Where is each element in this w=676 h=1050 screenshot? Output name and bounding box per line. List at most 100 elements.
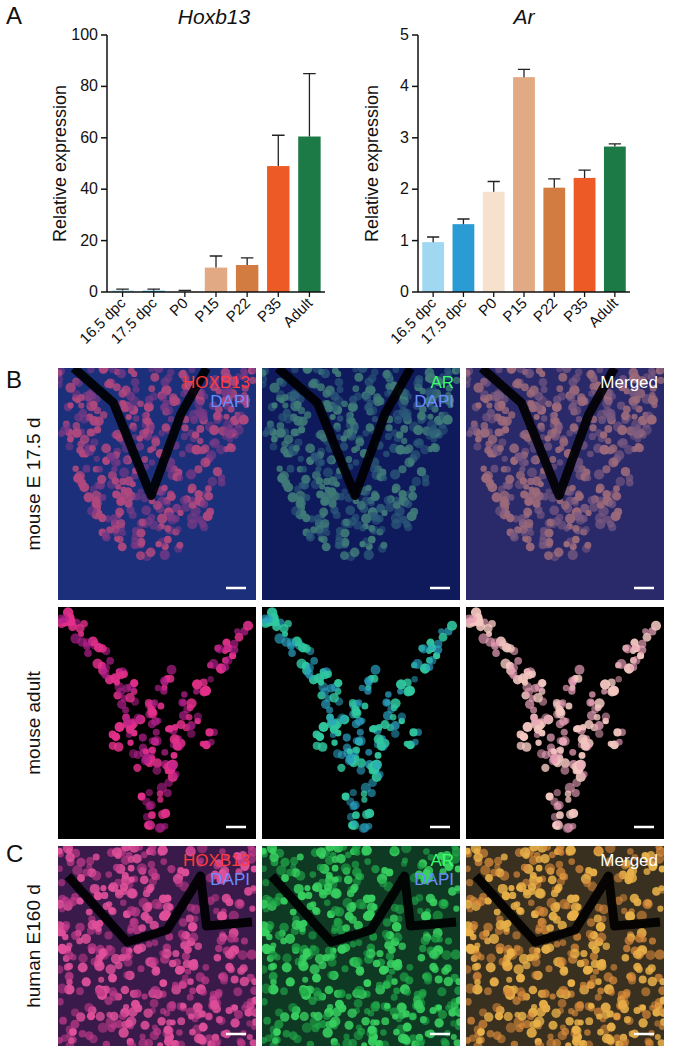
nucleus <box>391 721 400 730</box>
nucleus <box>506 514 514 522</box>
nucleus <box>447 621 457 631</box>
nucleus <box>573 726 579 732</box>
nucleus <box>589 433 596 440</box>
nucleus <box>179 451 186 458</box>
nucleus <box>160 377 169 386</box>
nucleus <box>512 380 520 388</box>
nucleus <box>554 548 564 558</box>
nucleus <box>196 425 204 433</box>
nucleus <box>329 693 339 703</box>
nucleus <box>417 412 426 421</box>
nucleus <box>58 430 65 437</box>
nucleus <box>227 444 236 453</box>
nucleus <box>621 412 630 421</box>
nucleus <box>381 475 387 481</box>
nucleus <box>557 746 564 753</box>
nucleus <box>186 714 193 721</box>
nucleus <box>559 438 568 447</box>
nucleus <box>251 368 256 374</box>
nucleus <box>561 766 570 775</box>
nucleus <box>239 415 249 425</box>
nucleus <box>427 414 433 420</box>
nucleus <box>164 789 172 797</box>
nucleus <box>528 486 534 492</box>
nucleus <box>392 483 401 492</box>
nucleus <box>167 665 177 675</box>
nucleus <box>521 383 529 391</box>
nucleus <box>153 501 162 510</box>
bar <box>205 268 227 292</box>
nucleus <box>222 664 229 671</box>
micrograph <box>58 368 256 600</box>
bar <box>236 265 258 292</box>
nucleus <box>320 369 330 379</box>
nucleus <box>585 475 591 481</box>
nucleus <box>368 406 377 415</box>
nucleus <box>404 523 412 531</box>
nucleus <box>556 385 563 392</box>
bar <box>483 192 505 292</box>
nucleus <box>74 413 83 422</box>
nucleus <box>474 443 482 451</box>
nucleus <box>563 541 569 547</box>
nucleus <box>67 436 74 443</box>
nucleus <box>497 445 504 452</box>
nucleus <box>398 713 406 721</box>
nucleus <box>282 394 289 401</box>
nucleus <box>109 730 117 738</box>
nucleus <box>595 704 602 711</box>
nucleus <box>595 721 604 730</box>
nucleus <box>357 766 366 775</box>
nucleus <box>562 368 572 373</box>
nucleus <box>530 706 537 713</box>
nucleus <box>89 445 96 452</box>
nucleus <box>160 550 170 560</box>
nucleus <box>395 445 405 455</box>
nucleus <box>303 368 313 373</box>
lumen <box>68 619 246 828</box>
nucleus <box>520 490 528 498</box>
nucleus <box>366 423 375 432</box>
scale-bar <box>226 587 246 590</box>
nucleus <box>89 401 97 409</box>
nucleus <box>187 704 194 711</box>
nucleus <box>157 514 167 524</box>
nucleus <box>533 693 543 703</box>
nucleus <box>158 810 167 819</box>
nucleus <box>520 477 527 484</box>
nucleus <box>502 456 508 462</box>
nucleus <box>205 485 212 492</box>
nucleus <box>101 443 111 453</box>
nucleus <box>521 529 529 537</box>
nucleus <box>488 435 497 444</box>
nucleus <box>181 424 188 431</box>
nucleus <box>509 443 519 453</box>
nucleus <box>154 368 164 373</box>
scale-bar <box>430 587 450 590</box>
y-tick-label: 3 <box>400 129 409 146</box>
nucleus <box>151 438 160 447</box>
nucleus <box>571 400 578 407</box>
nucleus <box>572 789 580 797</box>
x-tick-label: 17.5 dpc <box>107 294 160 347</box>
x-tick-label: P0 <box>166 294 191 319</box>
nucleus <box>316 477 323 484</box>
nucleus <box>98 514 106 522</box>
nucleus <box>287 465 295 473</box>
nucleus <box>565 797 571 803</box>
nucleus <box>385 383 392 390</box>
nucleus <box>119 467 129 477</box>
nucleus <box>392 368 399 373</box>
nucleus <box>355 438 364 447</box>
nucleus <box>301 475 310 484</box>
nucleus <box>276 428 286 438</box>
nucleus <box>136 551 145 560</box>
nucleus <box>382 370 390 378</box>
nucleus <box>128 368 135 374</box>
nucleus <box>145 396 153 404</box>
nucleus <box>106 657 114 665</box>
nucleus <box>651 621 661 631</box>
nucleus <box>631 403 638 410</box>
x-tick <box>584 292 585 297</box>
nucleus <box>531 457 538 464</box>
